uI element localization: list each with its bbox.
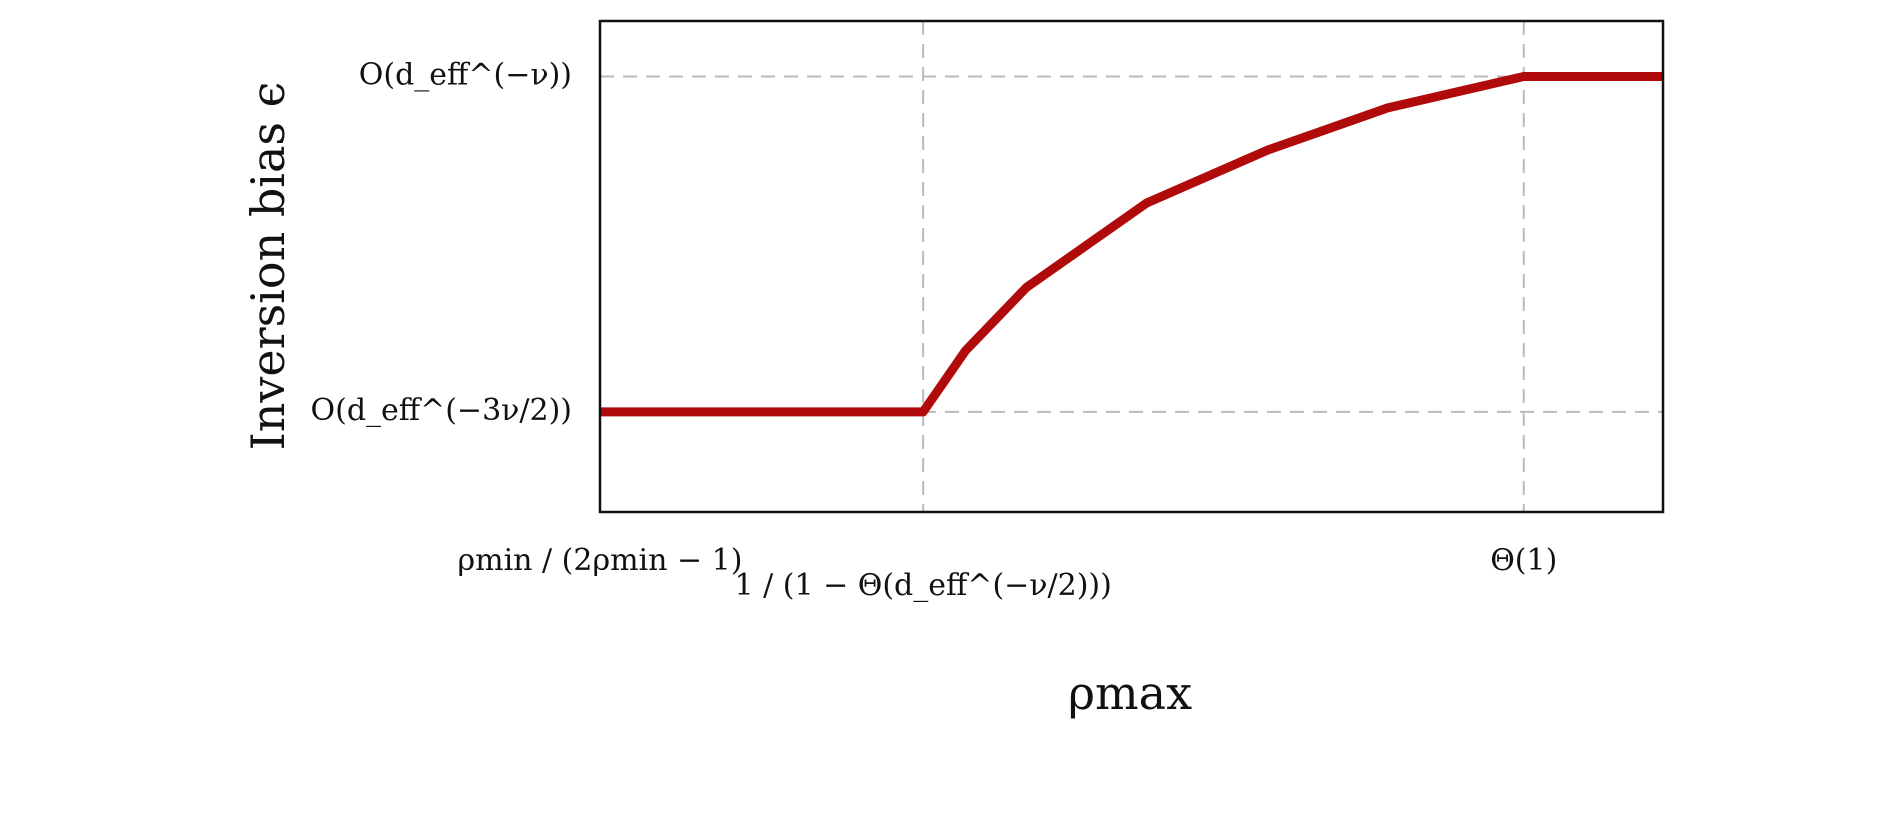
x-axis-label: ρmax xyxy=(1068,666,1192,720)
x-tick-label: ρmin / (2ρmin − 1) xyxy=(458,543,743,578)
x-tick-label: Θ(1) xyxy=(1490,543,1557,578)
data-line xyxy=(600,71,1663,417)
x-tick-label: 1 / (1 − Θ(d_eff^(−ν/2))) xyxy=(734,568,1111,603)
y-axis-label: Inversion bias ϵ xyxy=(241,82,295,451)
y-tick-label: O(d_eff^(−3ν/2)) xyxy=(311,393,572,428)
plot-frame xyxy=(598,19,1665,514)
y-tick-label: O(d_eff^(−ν)) xyxy=(359,57,572,92)
